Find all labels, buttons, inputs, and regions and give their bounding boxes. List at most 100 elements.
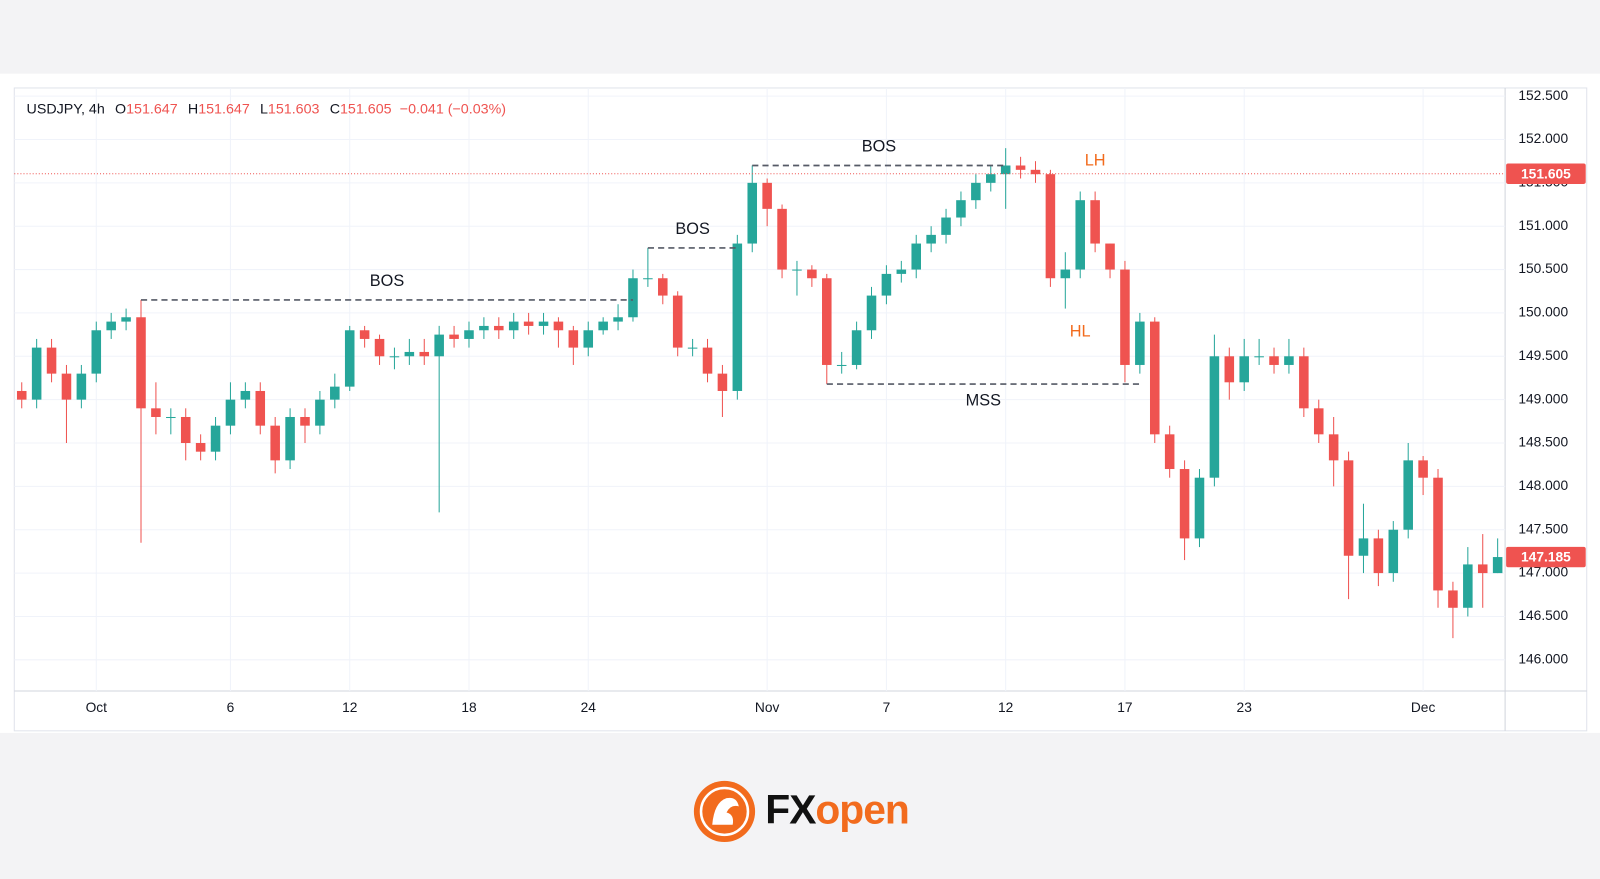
candle-body xyxy=(1060,269,1071,279)
swing-label: HL xyxy=(1070,322,1091,340)
y-tick-label: 150.000 xyxy=(1518,305,1568,320)
x-tick-label: 17 xyxy=(1117,700,1132,715)
y-tick-label: 152.500 xyxy=(1518,88,1568,103)
candle-body xyxy=(1373,538,1384,574)
logo-icon-ring xyxy=(699,786,750,837)
structure-label: MSS xyxy=(966,392,1001,410)
candle-body xyxy=(1239,356,1249,383)
candle-body xyxy=(836,364,847,366)
candle-body xyxy=(330,386,340,400)
candle-body xyxy=(31,347,42,400)
candle-body xyxy=(136,317,146,409)
candle-body xyxy=(359,330,370,339)
candle-body xyxy=(643,278,653,280)
x-tick-label: 18 xyxy=(461,700,477,715)
candle-body xyxy=(538,321,549,326)
y-tick-label: 149.500 xyxy=(1518,348,1568,363)
candle-body xyxy=(1463,564,1473,608)
candle-body xyxy=(1164,434,1175,470)
candle-body xyxy=(240,390,251,400)
candle-body xyxy=(1149,321,1160,435)
candle-body xyxy=(1075,200,1085,270)
candle-body xyxy=(1299,356,1309,409)
candle-body xyxy=(121,317,131,322)
candle-body xyxy=(255,390,266,426)
candle-body xyxy=(985,174,996,183)
candle-body xyxy=(210,425,221,452)
candle-body xyxy=(106,321,116,331)
candle-body xyxy=(270,425,280,461)
brand: FXopen xyxy=(765,786,908,832)
logo-icon-bull xyxy=(712,797,739,825)
ohlc-label: L xyxy=(260,101,268,117)
candle-body xyxy=(1284,356,1294,365)
candle-body xyxy=(1328,434,1339,461)
candle-body xyxy=(91,330,102,374)
candle-body xyxy=(1105,243,1115,270)
candle-body xyxy=(1000,165,1011,175)
y-tick-label: 146.000 xyxy=(1518,651,1568,666)
candle-body xyxy=(1418,460,1428,478)
candle-body xyxy=(434,334,444,357)
structure-label: BOS xyxy=(862,137,897,155)
y-tick-label: 147.000 xyxy=(1518,565,1568,580)
price-tag-label: 151.605 xyxy=(1521,166,1571,181)
candle-body xyxy=(1492,557,1503,574)
candle-body xyxy=(896,269,907,274)
change: −0.041 (−0.03%) xyxy=(400,101,506,117)
x-tick-label: Dec xyxy=(1411,700,1436,715)
plot xyxy=(16,148,1503,639)
candle-body xyxy=(449,334,459,339)
y-tick-label: 149.000 xyxy=(1518,391,1568,406)
chart-header: USDJPY, 4h O151.647 H151.647 L151.603 C151.6… xyxy=(27,101,506,117)
structure-label: BOS xyxy=(675,220,710,238)
candle-body xyxy=(672,295,683,348)
swing-label: LH xyxy=(1085,151,1106,169)
candle-body xyxy=(956,200,966,218)
x-tick-label: Oct xyxy=(86,700,108,715)
candle-body xyxy=(1313,408,1324,435)
x-tick-label: Nov xyxy=(755,700,780,715)
candle-body xyxy=(1358,538,1369,556)
candle-body xyxy=(16,390,27,400)
candle-body xyxy=(628,278,638,318)
candle-body xyxy=(494,325,504,331)
candle-body xyxy=(568,330,579,348)
ohlc: O151.647 H151.647 L151.603 C151.605 xyxy=(115,101,392,117)
candle-body xyxy=(598,321,608,331)
candle-body xyxy=(46,347,57,374)
candle-body xyxy=(732,243,743,391)
y-tick-label: 147.500 xyxy=(1518,521,1568,536)
ohlc-value: 151.647 xyxy=(198,101,250,117)
candle-body xyxy=(792,269,802,271)
candle-body xyxy=(508,321,519,331)
candle-body xyxy=(1135,321,1145,365)
candle-body xyxy=(1030,169,1041,175)
candle-body xyxy=(76,373,87,400)
candle-body xyxy=(747,182,758,244)
candle-body xyxy=(523,321,534,326)
candle-body xyxy=(61,373,72,400)
candle-body xyxy=(1433,477,1443,591)
candle-body xyxy=(583,330,594,348)
candle-body xyxy=(851,330,862,365)
candle-body xyxy=(389,356,400,358)
candle-body xyxy=(1477,564,1488,574)
ohlc-value: 151.605 xyxy=(340,101,392,117)
chart-card xyxy=(0,73,1600,733)
candle-body xyxy=(613,317,623,322)
candle-body xyxy=(1448,590,1458,608)
candle-body xyxy=(374,338,385,357)
x-tick-label: 23 xyxy=(1237,700,1253,715)
candle-body xyxy=(687,347,698,349)
brand-open: open xyxy=(815,786,908,832)
structure-label: BOS xyxy=(370,272,405,290)
candle-body xyxy=(1015,165,1026,170)
candle-body xyxy=(404,351,415,357)
x-tick-label: 7 xyxy=(883,700,891,715)
candle-body xyxy=(822,278,832,365)
candle-body xyxy=(315,399,325,426)
annotations: 151.605 147.185 BOS BOS BOS MSS LH HL xyxy=(14,137,1586,568)
candle-body xyxy=(1388,529,1399,574)
